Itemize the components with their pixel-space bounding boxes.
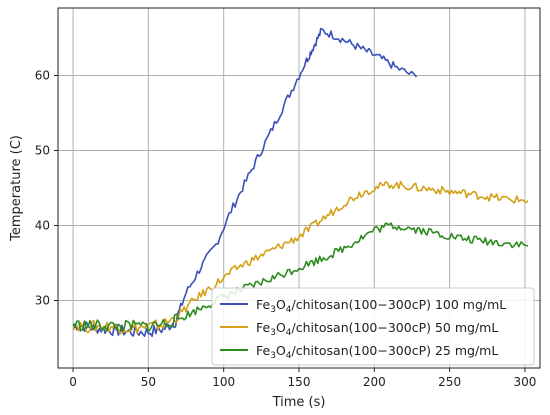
x-tick-label: 50 [141,375,156,389]
series-line [72,27,418,338]
x-tick-label: 0 [69,375,77,389]
x-tick-label: 300 [513,375,536,389]
legend-entry: Fe3O4/chitosan(100−300cP) 50 mg/mL [256,320,498,338]
legend-entry: Fe3O4/chitosan(100−300cP) 25 mg/mL [256,343,498,361]
y-tick-label: 30 [35,294,50,308]
legend-box [211,287,535,366]
x-tick-label: 150 [288,375,311,389]
x-tick-label: 200 [363,375,386,389]
series-lines [72,27,529,338]
y-tick-label: 40 [35,219,50,233]
x-tick-label: 250 [438,375,461,389]
grid-lines [58,8,540,368]
x-axis-label: Time (s) [272,395,326,410]
y-tick-label: 50 [35,144,50,158]
series-line [72,180,529,335]
y-axis-label: Temperature (C) [9,135,24,242]
series-line [72,222,529,333]
y-tick-label: 60 [35,69,50,83]
axis-ticks: 0 50 100 150 200 250 300 30 40 50 60 [35,69,537,390]
legend-entry: Fe3O4/chitosan(100−300cP) 100 mg/mL [256,297,506,315]
x-tick-label: 100 [212,375,235,389]
legend: Fe3O4/chitosan(100−300cP) 100 mg/mL Fe3O4… [211,287,535,366]
